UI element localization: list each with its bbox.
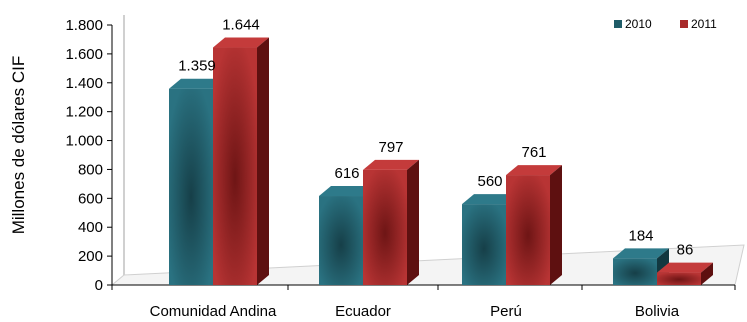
y-tick-label: 200: [78, 248, 103, 265]
bar-top: [169, 78, 225, 89]
y-tick-label: 400: [78, 219, 103, 236]
bar-front: [169, 88, 213, 285]
bar-front: [363, 169, 407, 285]
bar-top: [213, 37, 269, 48]
bar-top: [613, 248, 669, 259]
y-tick-label: 1.400: [65, 75, 103, 92]
data-label-2011-3: 86: [677, 242, 694, 259]
y-tick-label: 1.000: [65, 133, 103, 150]
bar-top: [506, 165, 562, 176]
y-tick-label: 600: [78, 190, 103, 207]
data-label-2010-0: 1.359: [178, 58, 216, 75]
bar-2011-3: [657, 262, 713, 285]
bar-2010-3: [613, 248, 669, 285]
data-label-2011-0: 1.644: [222, 17, 260, 34]
bar-front: [462, 204, 506, 285]
bar-top: [363, 159, 419, 170]
x-tick-label: Ecuador: [335, 303, 391, 320]
bar-2011-0: [213, 37, 269, 286]
data-label-2010-2: 560: [477, 173, 502, 190]
y-tick-label: 0: [95, 277, 103, 294]
bar-top: [462, 194, 518, 205]
legend-label-2011: 2011: [691, 17, 717, 31]
bar-top: [319, 186, 375, 197]
data-label-2010-3: 184: [628, 227, 653, 244]
bar-side: [550, 165, 562, 285]
legend-swatch-2010: [614, 20, 622, 28]
legend: 2010 2011: [614, 17, 717, 31]
bar-front: [506, 175, 550, 285]
bar-side: [407, 159, 419, 285]
x-tick-label: Bolivia: [635, 303, 680, 320]
x-tick-label: Comunidad Andina: [150, 303, 277, 320]
bar-front: [657, 272, 701, 285]
bar-front: [319, 196, 363, 285]
y-tick-label: 800: [78, 161, 103, 178]
bar-2011-1: [363, 159, 419, 285]
legend-swatch-2011: [680, 20, 688, 28]
y-axis-label: Millones de dólares CIF: [9, 56, 28, 235]
data-label-2010-1: 616: [334, 165, 359, 182]
bar-side: [257, 37, 269, 286]
bar-front: [213, 47, 257, 286]
x-tick-label: Perú: [490, 303, 522, 320]
legend-label-2010: 2010: [625, 17, 652, 31]
bar-side: [701, 262, 713, 285]
y-tick-label: 1.600: [65, 46, 103, 63]
data-labels: 1.359 616 560 184 1.644 797 761 86: [178, 17, 693, 259]
y-tick-label: 1.200: [65, 104, 103, 121]
bar-2011-2: [506, 165, 562, 285]
y-tick-label: 1.800: [65, 17, 103, 34]
data-label-2011-1: 797: [378, 139, 403, 156]
bars: [169, 37, 713, 286]
bar-top: [657, 262, 713, 273]
data-label-2011-2: 761: [521, 144, 546, 161]
bar-front: [613, 258, 657, 285]
